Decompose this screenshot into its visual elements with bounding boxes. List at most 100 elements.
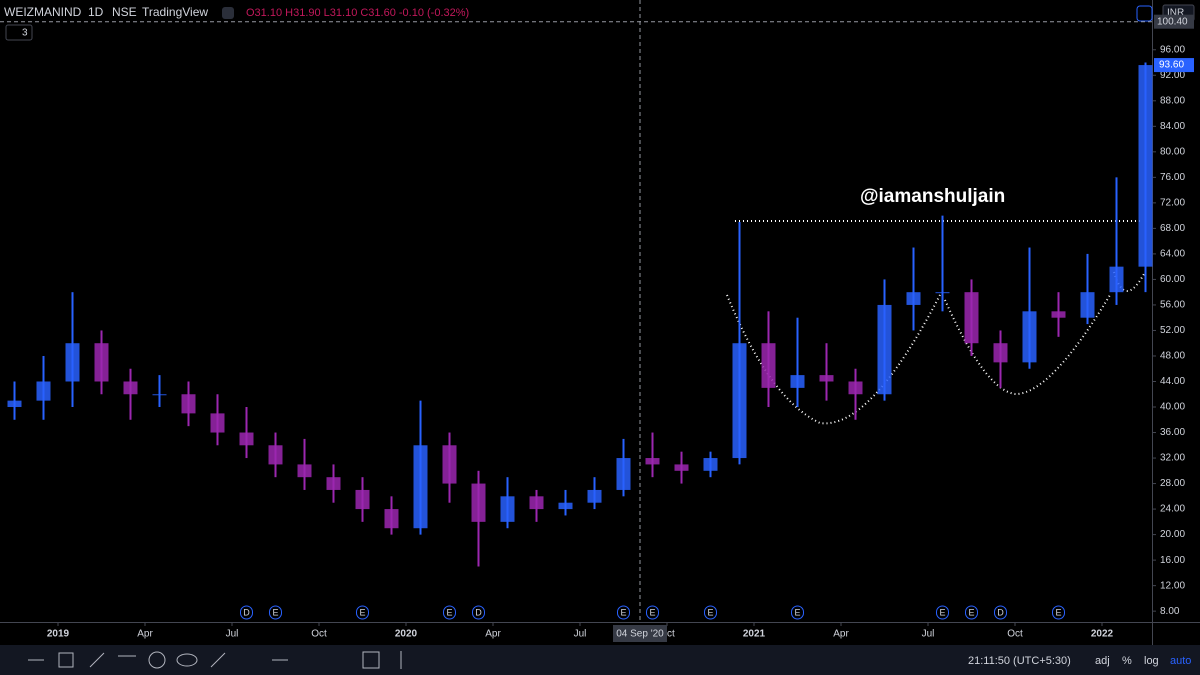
candle bbox=[500, 477, 515, 529]
candle bbox=[355, 477, 370, 522]
candle bbox=[993, 330, 1008, 388]
candle bbox=[587, 477, 602, 510]
body bbox=[123, 381, 138, 395]
settings-button[interactable] bbox=[1136, 5, 1153, 22]
source: TradingView bbox=[142, 5, 208, 19]
candle bbox=[645, 432, 660, 478]
body bbox=[1022, 311, 1037, 363]
body bbox=[36, 381, 51, 401]
icon[interactable] bbox=[58, 652, 74, 668]
adj-button[interactable]: adj bbox=[1095, 655, 1110, 667]
event-label: E bbox=[620, 607, 626, 617]
event-label: E bbox=[939, 607, 945, 617]
x-tick-label: 2022 bbox=[1091, 629, 1114, 640]
x-tick-label: Apr bbox=[485, 629, 501, 640]
body bbox=[674, 464, 689, 471]
hide-button[interactable] bbox=[222, 7, 234, 19]
event-marker bbox=[269, 605, 282, 620]
body bbox=[7, 400, 22, 408]
candle bbox=[239, 407, 254, 459]
body bbox=[703, 458, 718, 471]
auto-button[interactable]: auto bbox=[1170, 655, 1191, 667]
x-tick-label: Oct bbox=[659, 629, 675, 640]
y-tick-label: 52.00 bbox=[1160, 325, 1185, 336]
candle bbox=[65, 292, 80, 408]
candle bbox=[268, 432, 283, 478]
body bbox=[210, 413, 225, 433]
body bbox=[239, 432, 254, 446]
icon[interactable] bbox=[89, 652, 105, 668]
percent-button[interactable]: % bbox=[1122, 655, 1132, 667]
candle bbox=[210, 394, 225, 446]
event-marker bbox=[994, 605, 1007, 620]
event-marker bbox=[472, 605, 485, 620]
candle bbox=[1022, 247, 1037, 369]
body bbox=[558, 502, 573, 510]
icon[interactable] bbox=[148, 651, 166, 669]
event-marker bbox=[1052, 605, 1065, 620]
x-tick-label: Oct bbox=[311, 629, 327, 640]
candle bbox=[819, 343, 834, 401]
y-tick-label: 96.00 bbox=[1160, 44, 1185, 55]
event-marker bbox=[704, 605, 717, 620]
y-tick-label: 56.00 bbox=[1160, 300, 1185, 311]
icon[interactable] bbox=[362, 651, 380, 669]
y-tick-label: 68.00 bbox=[1160, 223, 1185, 234]
last-price-tag bbox=[1154, 58, 1194, 73]
candle bbox=[123, 368, 138, 420]
drawings bbox=[726, 220, 1146, 425]
body bbox=[906, 292, 921, 305]
x-tick-label: Apr bbox=[137, 629, 153, 640]
log-button[interactable]: log bbox=[1144, 655, 1159, 667]
candle bbox=[413, 400, 428, 535]
candle bbox=[1109, 177, 1124, 305]
candle bbox=[326, 464, 341, 503]
candle bbox=[442, 432, 457, 503]
body bbox=[1109, 266, 1124, 293]
y-tick-label: 88.00 bbox=[1160, 95, 1185, 106]
event-label: D bbox=[997, 607, 1004, 617]
icon[interactable] bbox=[210, 652, 226, 668]
candle bbox=[297, 438, 312, 490]
y-tick-label: 80.00 bbox=[1160, 146, 1185, 157]
x-tick-label: 2021 bbox=[743, 629, 766, 640]
x-tick-label: Jul bbox=[574, 629, 587, 640]
x-tick-label: Apr bbox=[833, 629, 849, 640]
y-tick-label: 48.00 bbox=[1160, 351, 1185, 362]
event-marker bbox=[443, 605, 456, 620]
candle bbox=[1080, 253, 1095, 325]
y-tick-label: 64.00 bbox=[1160, 249, 1185, 260]
candle bbox=[703, 451, 718, 478]
body bbox=[761, 343, 776, 388]
body bbox=[1051, 311, 1066, 318]
y-tick-label: 28.00 bbox=[1160, 478, 1185, 489]
y-tick-label: 12.00 bbox=[1160, 580, 1185, 591]
clock: 21:11:50 (UTC+5:30) bbox=[968, 655, 1071, 667]
cup-right bbox=[944, 294, 1111, 396]
crosshair-price-label: 100.40 bbox=[1157, 16, 1188, 27]
body bbox=[645, 458, 660, 465]
body bbox=[65, 343, 80, 382]
body bbox=[384, 509, 399, 529]
ohlc: O31.10 H31.90 L31.10 C31.60 -0.10 (-0.32… bbox=[246, 7, 469, 19]
indicator-toggle[interactable] bbox=[5, 24, 33, 41]
body bbox=[413, 445, 428, 529]
body bbox=[790, 375, 805, 388]
candle bbox=[1051, 292, 1066, 337]
x-tick-label: Jul bbox=[226, 629, 239, 640]
body bbox=[500, 496, 515, 522]
candle bbox=[384, 496, 399, 535]
event-label: E bbox=[359, 607, 365, 617]
event-marker bbox=[791, 605, 804, 620]
body bbox=[1138, 65, 1153, 267]
y-tick-label: 44.00 bbox=[1160, 376, 1185, 387]
icon[interactable] bbox=[176, 653, 198, 667]
body bbox=[935, 292, 950, 294]
y-tick-label: 72.00 bbox=[1160, 198, 1185, 209]
candle bbox=[1138, 62, 1153, 293]
candle bbox=[674, 451, 689, 484]
body bbox=[993, 343, 1008, 363]
body bbox=[326, 477, 341, 490]
x-tick-label: 2019 bbox=[47, 629, 70, 640]
